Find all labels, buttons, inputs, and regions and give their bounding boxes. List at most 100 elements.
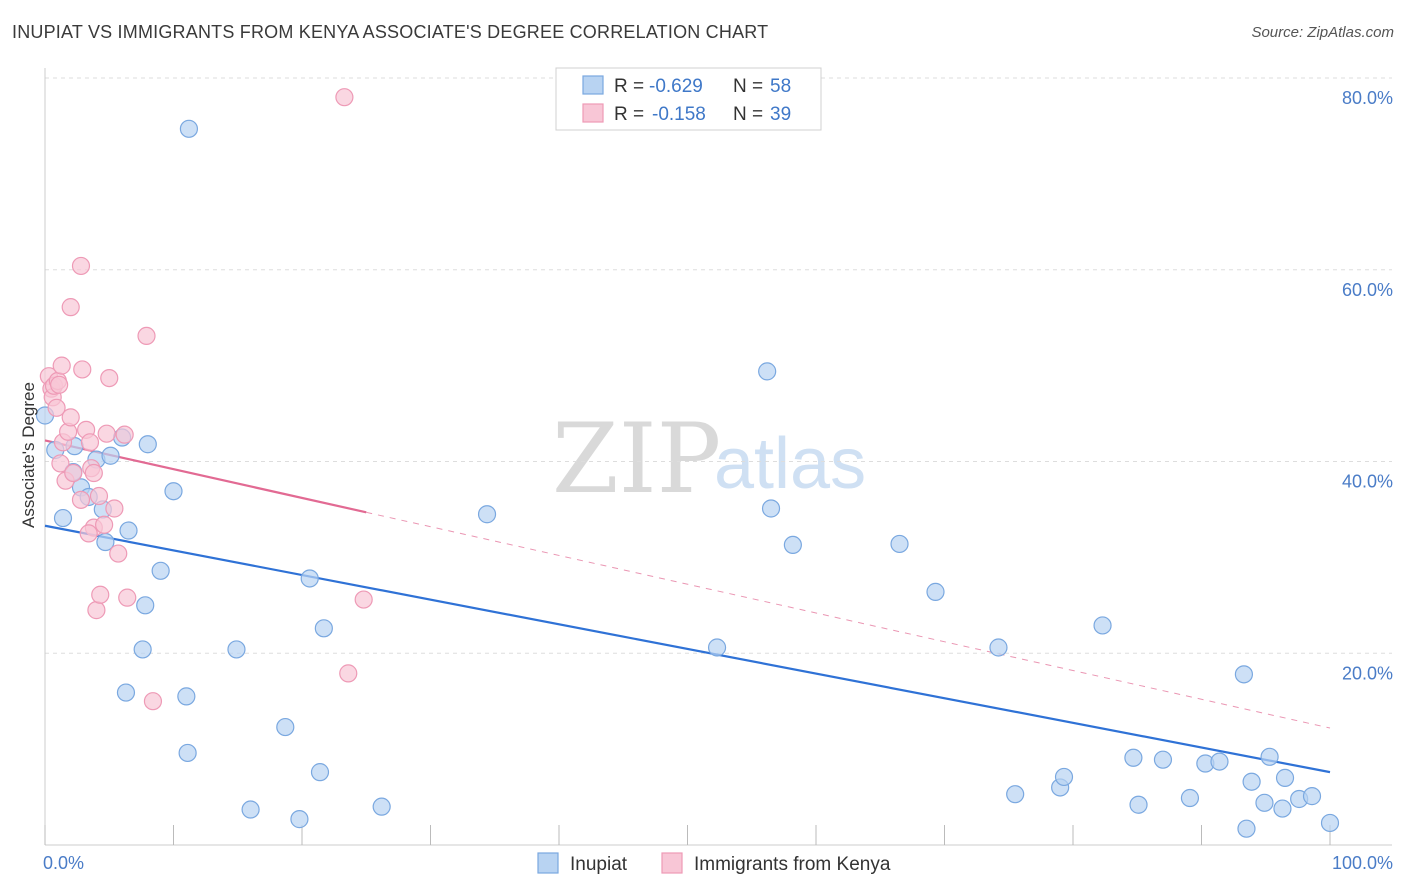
data-points <box>35 88 1340 838</box>
inupiat-point <box>1302 787 1322 806</box>
inupiat-point <box>177 687 196 706</box>
kenya-point <box>335 88 354 107</box>
legend-r-label: R = <box>614 104 644 125</box>
kenya-point <box>339 664 358 683</box>
x-tick-label: 0.0% <box>43 853 84 873</box>
inupiat-point <box>758 362 777 381</box>
inupiat-point <box>314 619 333 638</box>
chart-source: Source: ZipAtlas.com <box>1251 24 1394 41</box>
inupiat-point <box>179 119 199 138</box>
inupiat-point <box>1153 750 1173 769</box>
y-tick-label: 60.0% <box>1342 280 1393 300</box>
legend-n-label: N = <box>733 76 763 97</box>
legend-swatch-inupiat <box>582 75 604 95</box>
inupiat-point <box>890 534 909 554</box>
y-tick-label: 40.0% <box>1342 472 1393 492</box>
legend-r-label: R = <box>614 76 644 97</box>
inupiat-point <box>1124 748 1143 767</box>
inupiat-point <box>310 763 330 782</box>
inupiat-point <box>1255 793 1274 812</box>
inupiat-trend-line <box>44 524 1331 774</box>
bottom-legend-swatch-inupiat <box>537 852 559 874</box>
inupiat-point <box>101 446 120 465</box>
inupiat-point <box>276 717 295 737</box>
kenya-point <box>61 408 80 427</box>
inupiat-point <box>133 640 152 659</box>
inupiat-point <box>1275 768 1295 787</box>
kenya-point <box>115 425 134 444</box>
inupiat-point <box>477 505 497 524</box>
kenya-point <box>354 590 373 609</box>
kenya-point <box>100 368 119 388</box>
inupiat-point <box>1180 788 1200 808</box>
kenya-point <box>137 326 156 346</box>
inupiat-point <box>1129 795 1148 814</box>
inupiat-point <box>926 582 945 601</box>
kenya-trend-extension <box>366 511 1331 729</box>
chart-title: INUPIAT VS IMMIGRANTS FROM KENYA ASSOCIA… <box>12 22 769 42</box>
kenya-point <box>87 601 106 620</box>
kenya-point <box>64 463 83 483</box>
kenya-point <box>61 298 80 317</box>
bottom-legend-inupiat: Inupiat <box>570 854 628 875</box>
y-tick-label: 80.0% <box>1342 88 1393 108</box>
watermark-atlas: atlas <box>714 424 866 504</box>
kenya-point <box>73 360 92 379</box>
inupiat-point <box>1006 785 1025 804</box>
inupiat-point <box>164 482 183 501</box>
legend-n-value: 58 <box>770 76 791 97</box>
inupiat-point <box>1210 752 1229 771</box>
y-axis-label: Associate's Degree <box>19 382 38 528</box>
inupiat-point <box>119 521 138 540</box>
inupiat-point <box>1234 665 1254 684</box>
inupiat-point <box>138 435 157 454</box>
inupiat-point <box>1320 813 1340 833</box>
legend-r-value: -0.629 <box>649 76 703 97</box>
kenya-point <box>71 256 91 276</box>
inupiat-point <box>116 683 136 702</box>
inupiat-point <box>1054 767 1074 787</box>
inupiat-point <box>241 800 260 819</box>
kenya-point <box>118 588 137 607</box>
legend-r-value: -0.158 <box>652 104 706 125</box>
inupiat-point <box>53 508 73 528</box>
axes <box>44 68 1392 846</box>
kenya-point <box>79 524 98 543</box>
legend-n-value: 39 <box>770 104 791 125</box>
inupiat-point <box>300 569 319 588</box>
kenya-point <box>51 454 70 473</box>
kenya-point <box>80 433 100 452</box>
inupiat-point <box>1237 819 1256 838</box>
kenya-point <box>47 398 66 417</box>
inupiat-point <box>178 743 197 763</box>
bottom-legend: Inupiat Immigrants from Kenya <box>537 852 891 875</box>
kenya-point <box>97 424 116 443</box>
inupiat-point <box>707 638 727 657</box>
inupiat-point <box>1242 772 1261 791</box>
bottom-legend-kenya: Immigrants from Kenya <box>694 854 891 875</box>
x-tick-label: 100.0% <box>1332 853 1393 873</box>
inupiat-point <box>761 499 781 518</box>
tick-labels: 20.0% 40.0% 60.0% 80.0% 0.0% 100.0% <box>43 88 1393 873</box>
inupiat-point <box>151 561 170 580</box>
inupiat-point <box>372 797 391 816</box>
kenya-point <box>52 356 71 375</box>
kenya-point <box>50 375 69 394</box>
grid-lines <box>45 77 1392 654</box>
kenya-point <box>84 463 103 483</box>
bottom-legend-swatch-kenya <box>661 852 683 874</box>
inupiat-point <box>290 810 309 829</box>
kenya-point <box>89 486 109 506</box>
kenya-point <box>143 692 163 711</box>
y-tick-label: 20.0% <box>1342 663 1393 683</box>
inupiat-point <box>1273 799 1292 818</box>
kenya-point <box>109 544 128 563</box>
kenya-point <box>105 499 124 518</box>
inupiat-point <box>227 640 246 659</box>
inupiat-point <box>1093 616 1112 635</box>
legend-n-label: N = <box>733 104 763 125</box>
kenya-point <box>71 490 91 509</box>
legend-box: R = -0.629 N = 58 R = -0.158 N = 39 <box>555 67 822 131</box>
kenya-point <box>91 585 110 604</box>
